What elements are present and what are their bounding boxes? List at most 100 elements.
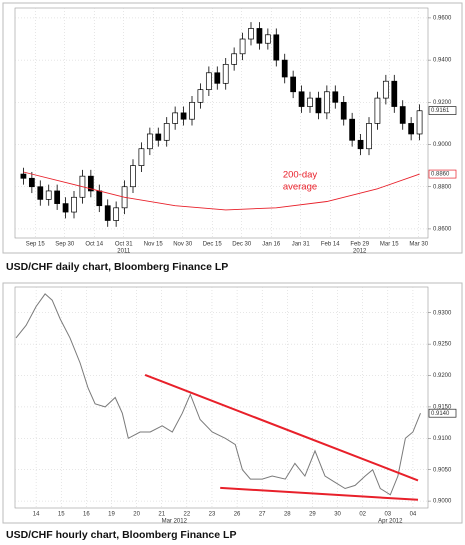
y-tick-label: 0.8800 — [433, 184, 452, 190]
x-tick-label: Jan 16 — [262, 242, 281, 248]
y-tick-label: 0.9250 — [433, 342, 452, 348]
candle-body — [155, 133, 162, 141]
x-tick-label: 02 — [359, 512, 366, 518]
candle-body — [231, 53, 238, 65]
x-tick-label: Nov 15 — [144, 242, 164, 248]
candle-body — [180, 112, 187, 120]
x-tick-label: 14 — [33, 512, 40, 518]
candle-body — [45, 190, 52, 200]
y-tick-label: 0.9000 — [433, 142, 452, 148]
candle-body — [374, 97, 381, 124]
plot-area — [14, 7, 429, 239]
x-tick-label: 28 — [284, 512, 291, 518]
candle-body — [130, 165, 136, 188]
candle-body — [256, 28, 263, 44]
y-tick-label: 0.9100 — [433, 436, 452, 442]
y-tick-label: 0.8600 — [433, 227, 452, 233]
price-line — [15, 293, 421, 496]
x-tick-label: Jan 31 — [292, 242, 311, 248]
price-label: 0.8860 — [431, 172, 450, 178]
x-tick-label: Mar 30 — [409, 242, 428, 248]
x-tick-label: 21 — [158, 512, 165, 518]
candle-body — [104, 205, 111, 221]
candle-body — [366, 123, 372, 150]
caption: USD/CHF daily chart, Bloomberg Finance L… — [6, 261, 228, 273]
x-tick-label: Feb 14 — [321, 242, 340, 248]
candle-body — [138, 148, 145, 166]
candle-body — [307, 97, 313, 107]
x-tick-label: 04 — [410, 512, 417, 518]
period-label: 2011 — [117, 249, 131, 255]
candle-body — [197, 89, 204, 103]
candle-body — [273, 34, 280, 61]
candle-body — [146, 133, 153, 150]
y-tick-label: 0.9000 — [433, 499, 452, 505]
candle-body — [37, 186, 44, 200]
y-tick-label: 0.9200 — [433, 373, 452, 379]
y-tick-label: 0.9050 — [433, 467, 452, 473]
candle-body — [357, 139, 364, 150]
plot-area — [14, 286, 429, 509]
candle-body — [163, 123, 170, 141]
price-label-box — [428, 106, 457, 115]
x-tick-label: Dec 30 — [232, 242, 252, 248]
x-tick-label: 29 — [309, 512, 316, 518]
annotation: average — [283, 182, 317, 193]
trend-line — [144, 373, 419, 482]
period-label: Apr 2012 — [378, 519, 403, 525]
candle-body — [62, 203, 69, 213]
candle-body — [113, 207, 120, 221]
y-tick-label: 0.9600 — [433, 15, 452, 21]
y-tick-label: 0.9150 — [433, 404, 452, 410]
candle-body — [214, 72, 221, 84]
candle-body — [96, 190, 103, 207]
candle-body — [239, 38, 246, 55]
y-tick-label: 0.9200 — [433, 100, 452, 106]
price-label: 0.9161 — [431, 108, 450, 114]
x-tick-label: Sep 15 — [26, 242, 46, 248]
moving-average — [23, 171, 420, 211]
x-tick-label: Oct 14 — [85, 242, 103, 248]
x-tick-label: 22 — [183, 512, 190, 518]
caption: USD/CHF hourly chart, Bloomberg Finance … — [6, 529, 236, 541]
candle-body — [340, 101, 347, 120]
candle-body — [172, 112, 179, 124]
candle-body — [315, 97, 322, 114]
candle-body — [71, 196, 77, 213]
candle-body — [28, 177, 35, 188]
candle-body — [222, 63, 229, 84]
x-tick-label: 27 — [259, 512, 266, 518]
trend-line — [220, 486, 419, 501]
period-label: 2012 — [353, 249, 367, 255]
x-tick-label: 03 — [384, 512, 391, 518]
candle-body — [323, 91, 330, 114]
candle-body — [54, 190, 61, 204]
candle-body — [382, 80, 389, 99]
candle-body — [264, 34, 271, 44]
y-tick-label: 0.9400 — [433, 58, 452, 64]
period-label: Mar 2012 — [162, 519, 188, 525]
x-tick-label: Mar 15 — [380, 242, 399, 248]
candle-body — [189, 101, 195, 120]
candle-body — [349, 118, 356, 141]
x-tick-label: Sep 30 — [55, 242, 75, 248]
x-tick-label: Oct 31 — [115, 242, 133, 248]
candle-body — [408, 123, 415, 135]
annotation: 200-day — [283, 170, 318, 181]
price-label-box — [428, 169, 457, 179]
y-tick-label: 0.9300 — [433, 310, 452, 316]
candle-body — [205, 72, 212, 91]
x-tick-label: 15 — [58, 512, 65, 518]
candle-body — [248, 28, 254, 40]
candle-body — [298, 91, 305, 107]
price-label-box — [428, 408, 457, 418]
candle-body — [20, 173, 27, 179]
candle-body — [87, 175, 94, 192]
candle-body — [290, 76, 297, 93]
candle-body — [391, 80, 398, 107]
x-tick-label: 20 — [133, 512, 140, 518]
x-tick-label: 16 — [83, 512, 90, 518]
x-tick-label: 26 — [234, 512, 241, 518]
price-label: 0.9140 — [431, 411, 450, 417]
